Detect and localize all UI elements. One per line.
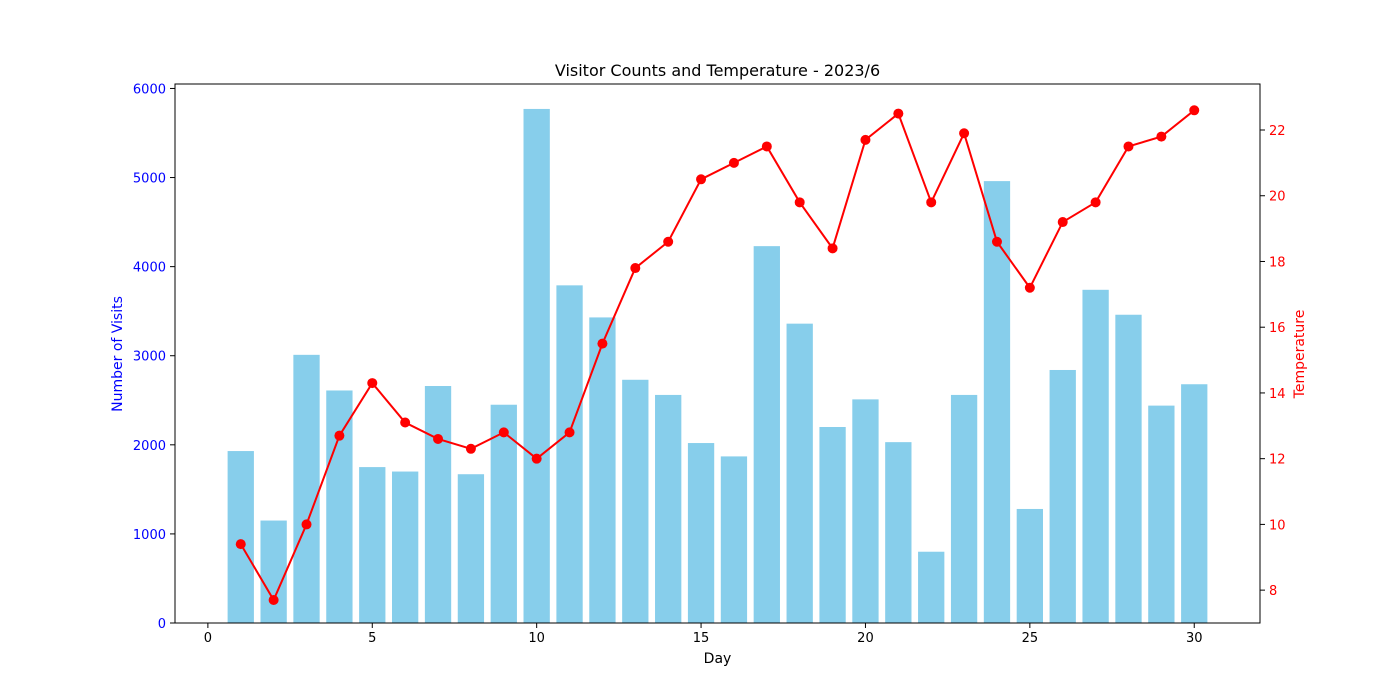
x-tick-label: 20 <box>857 631 874 646</box>
y-right-tick-label: 16 <box>1269 321 1286 336</box>
y-left-tick-label: 2000 <box>133 439 166 454</box>
x-axis: 0 5 10 15 20 25 30 <box>204 623 1203 646</box>
bar-day-18 <box>786 323 813 623</box>
temperature-point-day-10 <box>531 453 542 464</box>
bar-day-13 <box>622 379 649 623</box>
temperature-point-day-1 <box>235 539 246 550</box>
bar-day-28 <box>1115 314 1142 623</box>
bar-day-11 <box>556 285 583 623</box>
temperature-point-day-30 <box>1189 105 1200 116</box>
bar-day-21 <box>885 442 912 623</box>
temperature-point-day-2 <box>268 594 279 605</box>
temperature-point-day-12 <box>597 338 608 349</box>
temperature-point-day-19 <box>827 243 838 254</box>
x-tick-label: 5 <box>368 631 376 646</box>
chart-title: Visitor Counts and Temperature - 2023/6 <box>555 61 880 80</box>
y-left-tick-label: 1000 <box>133 528 166 543</box>
bar-day-12 <box>589 317 616 623</box>
bar-day-3 <box>293 354 320 623</box>
temperature-point-day-25 <box>1024 282 1035 293</box>
bar-day-14 <box>655 394 682 623</box>
bar-day-20 <box>852 399 879 623</box>
y-right-tick-label: 18 <box>1269 255 1286 270</box>
temperature-point-day-6 <box>400 417 411 428</box>
bar-day-24 <box>983 181 1011 624</box>
temperature-point-day-23 <box>959 128 970 139</box>
bar-series <box>227 108 1208 624</box>
y-right-tick-label: 10 <box>1269 518 1286 533</box>
bar-day-16 <box>720 456 748 623</box>
x-tick-label: 30 <box>1186 631 1203 646</box>
y-right-tick-label: 20 <box>1269 190 1286 205</box>
bar-day-7 <box>424 386 452 623</box>
temperature-point-day-20 <box>860 134 871 145</box>
bar-day-10 <box>523 108 550 624</box>
temperature-point-day-7 <box>433 433 444 444</box>
y-axis-left-label: Number of Visits <box>110 296 126 412</box>
y-axis-right: 8 10 12 14 16 18 20 22 <box>1260 124 1286 599</box>
temperature-point-day-21 <box>893 108 904 119</box>
temperature-point-day-14 <box>663 236 674 247</box>
bar-day-17 <box>753 246 780 624</box>
bar-day-27 <box>1082 289 1109 623</box>
bar-day-22 <box>918 551 945 623</box>
temperature-point-day-3 <box>301 519 312 530</box>
y-right-tick-label: 8 <box>1269 584 1277 599</box>
temperature-point-day-27 <box>1090 197 1101 208</box>
bar-day-29 <box>1148 405 1175 623</box>
temperature-point-day-9 <box>498 427 509 438</box>
temperature-point-day-17 <box>761 141 772 152</box>
x-tick-label: 15 <box>693 631 710 646</box>
temperature-point-day-11 <box>564 427 575 438</box>
bar-day-15 <box>687 443 715 623</box>
temperature-series <box>235 105 1200 605</box>
bar-day-9 <box>490 404 517 623</box>
y-left-tick-label: 0 <box>158 617 166 632</box>
temperature-point-day-18 <box>794 197 805 208</box>
bar-day-8 <box>457 474 485 623</box>
bar-day-6 <box>392 471 419 623</box>
bar-day-26 <box>1049 369 1076 623</box>
temperature-point-day-5 <box>367 378 378 389</box>
bar-day-19 <box>819 427 846 623</box>
y-right-tick-label: 12 <box>1269 453 1286 468</box>
y-left-tick-label: 4000 <box>133 261 166 276</box>
y-left-tick-label: 6000 <box>133 82 166 97</box>
x-tick-label: 25 <box>1022 631 1039 646</box>
bar-day-23 <box>950 394 978 623</box>
temperature-point-day-26 <box>1057 217 1068 228</box>
y-left-tick-label: 5000 <box>133 172 166 187</box>
temperature-point-day-22 <box>926 197 937 208</box>
y-right-tick-label: 22 <box>1269 124 1286 139</box>
bar-day-5 <box>359 467 386 623</box>
bar-day-30 <box>1181 384 1208 623</box>
temperature-point-day-16 <box>728 157 739 168</box>
y-left-tick-label: 3000 <box>133 350 166 365</box>
bar-day-1 <box>227 451 254 623</box>
y-axis-left: 0 1000 2000 3000 4000 5000 6000 <box>133 82 175 632</box>
temperature-point-day-29 <box>1156 131 1167 142</box>
plot-frame <box>174 83 1261 624</box>
y-axis-right-label: Temperature <box>1292 310 1308 400</box>
temperature-line <box>239 109 1195 603</box>
temperature-point-day-4 <box>334 430 345 441</box>
temperature-point-day-28 <box>1123 141 1134 152</box>
temperature-point-day-15 <box>696 174 707 185</box>
bar-day-2 <box>260 520 287 623</box>
x-tick-label: 0 <box>204 631 212 646</box>
bar-day-25 <box>1016 508 1043 623</box>
x-tick-label: 10 <box>528 631 545 646</box>
temperature-point-day-24 <box>991 236 1002 247</box>
bar-day-4 <box>326 390 353 623</box>
y-right-tick-label: 14 <box>1269 387 1286 402</box>
temperature-point-day-8 <box>465 443 476 454</box>
temperature-point-day-13 <box>630 263 641 274</box>
x-axis-label: Day <box>704 651 732 667</box>
